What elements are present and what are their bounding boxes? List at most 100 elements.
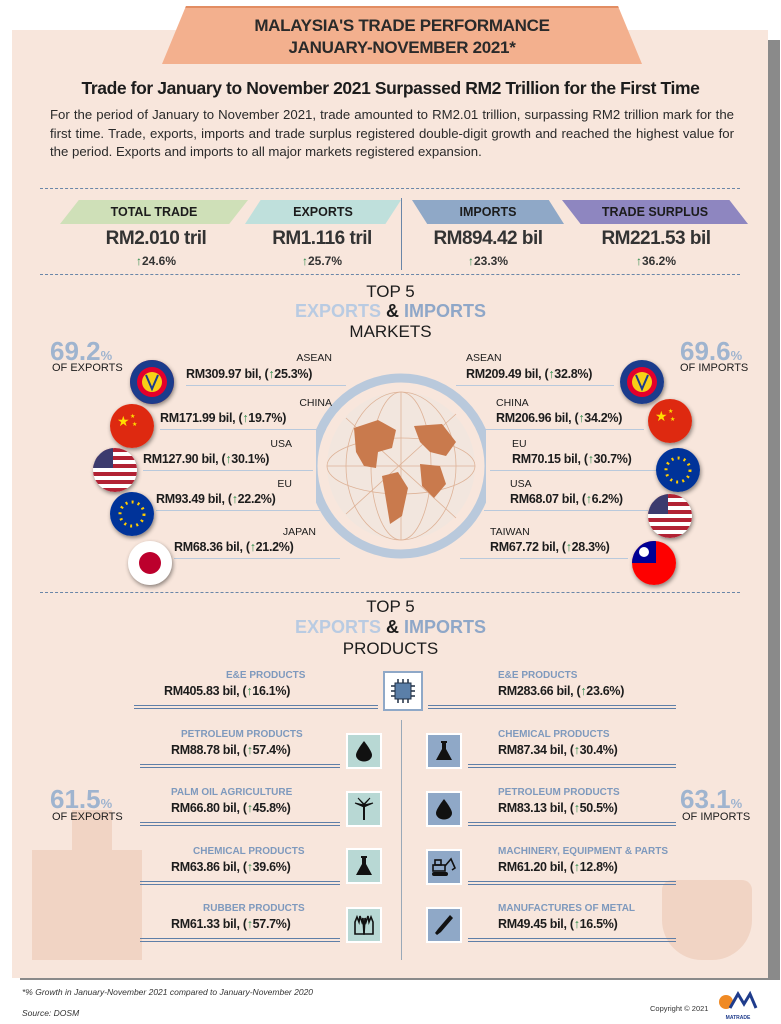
asean-flag-icon — [620, 360, 664, 404]
svg-text:★: ★ — [117, 414, 130, 430]
metal-icon — [426, 907, 462, 943]
export-product-value: RM63.86 bil, (↑39.6%) — [171, 860, 291, 874]
building-silhouette — [32, 850, 142, 960]
product-rule — [468, 881, 676, 885]
import-market-value: RM206.96 bil, (↑34.2%) — [496, 411, 623, 425]
excavator-icon — [426, 849, 462, 885]
divider — [40, 592, 740, 593]
export-product-value: RM88.78 bil, (↑57.4%) — [171, 743, 291, 757]
market-underline — [460, 551, 628, 559]
import-market-value: RM70.15 bil, (↑30.7%) — [512, 452, 632, 466]
import-market-name: USA — [510, 478, 532, 490]
svg-text:★: ★ — [132, 421, 137, 428]
intro-paragraph: For the period of January to November 20… — [50, 107, 734, 159]
kpi-tab-imports: IMPORTS — [412, 200, 564, 224]
building-silhouette-top — [72, 810, 112, 850]
products-export-share: 61.5% — [50, 784, 113, 814]
market-underline — [156, 503, 320, 511]
product-rule — [468, 822, 676, 826]
up-arrow-icon: ↑ — [635, 254, 642, 268]
products-section-bottom: PRODUCTS — [342, 639, 439, 658]
markets-section-top: TOP 5 — [366, 282, 415, 301]
products-export-share-label: OF EXPORTS — [52, 811, 123, 823]
import-product-name: PETROLEUM PRODUCTS — [498, 787, 620, 798]
import-product-value: RM49.45 bil, (↑16.5%) — [498, 917, 618, 931]
import-product-value: RM83.13 bil, (↑50.5%) — [498, 801, 618, 815]
copyright-text: Copyright © 2021 — [650, 1004, 709, 1013]
source-note: Source: DOSM — [22, 1008, 80, 1018]
kpi-tab-exports: EXPORTS — [245, 200, 401, 224]
market-underline — [456, 378, 614, 386]
market-underline — [160, 422, 326, 430]
palm-tree-icon — [346, 791, 382, 827]
export-market-name: EU — [277, 478, 292, 490]
kpi-tab-trade-surplus: TRADE SURPLUS — [562, 200, 748, 224]
export-product-value: RM66.80 bil, (↑45.8%) — [171, 801, 291, 815]
import-market-name: TAIWAN — [490, 526, 530, 538]
product-rule — [140, 881, 340, 885]
kpi-growth-trade-surplus: ↑36.2% — [635, 254, 677, 268]
market-underline — [186, 378, 346, 386]
market-underline — [174, 551, 340, 559]
asean-flag-icon — [130, 360, 174, 404]
import-product-value: RM87.34 bil, (↑30.4%) — [498, 743, 618, 757]
eu-flag-icon — [110, 492, 154, 536]
import-market-name: ASEAN — [466, 352, 502, 364]
market-underline — [484, 503, 648, 511]
product-rule — [428, 705, 676, 709]
svg-text:★: ★ — [130, 413, 135, 420]
export-market-name: USA — [270, 438, 292, 450]
product-rule — [468, 938, 676, 942]
kpi-value-imports: RM894.42 bil — [433, 228, 543, 249]
import-market-value: RM67.72 bil, (↑28.3%) — [490, 540, 610, 554]
banner-title-line1: MALAYSIA'S TRADE PERFORMANCE — [254, 16, 550, 35]
ship-silhouette — [662, 880, 752, 960]
kpi-growth-total-trade: ↑24.6% — [135, 254, 177, 268]
kpi-tab-total-trade: TOTAL TRADE — [60, 200, 248, 224]
flask-icon — [426, 733, 462, 769]
export-market-value: RM309.97 bil, (↑25.3%) — [186, 367, 313, 381]
svg-text:★: ★ — [655, 409, 668, 425]
market-underline — [143, 463, 313, 471]
products-divider — [401, 720, 402, 960]
export-product-value: RM405.83 bil, (↑16.1%) — [164, 684, 291, 698]
import-market-name: EU — [512, 438, 527, 450]
svg-text:★: ★ — [668, 408, 673, 415]
market-underline — [476, 422, 644, 430]
banner-title-line2: JANUARY-NOVEMBER 2021* — [288, 38, 516, 57]
chip-icon — [383, 671, 423, 711]
import-product-name: E&E PRODUCTS — [498, 670, 578, 681]
product-rule — [468, 764, 676, 768]
globe-icon — [316, 373, 486, 559]
products-section-top: TOP 5 — [366, 597, 415, 616]
products-section-subtitle: EXPORTS & IMPORTS — [294, 617, 487, 637]
markets-export-share-label: OF EXPORTS — [52, 362, 123, 374]
export-product-name: PALM OIL AGRICULTURE — [171, 787, 293, 798]
up-arrow-icon: ↑ — [301, 254, 308, 268]
oil-drop-icon — [426, 791, 462, 827]
footnote: *% Growth in January-November 2021 compa… — [22, 987, 314, 997]
export-product-name: E&E PRODUCTS — [226, 670, 306, 681]
kpi-value-trade-surplus: RM221.53 bil — [601, 228, 711, 249]
matrade-logo: MATRADE — [716, 990, 760, 1021]
export-market-value: RM171.99 bil, (↑19.7%) — [160, 411, 287, 425]
import-market-value: RM68.07 bil, (↑6.2%) — [510, 492, 623, 506]
export-market-value: RM93.49 bil, (↑22.2%) — [156, 492, 276, 506]
products-import-share: 63.1% — [680, 784, 743, 814]
kpi-growth-exports: ↑25.7% — [301, 254, 343, 268]
gloves-icon — [346, 907, 382, 943]
usa-flag-icon — [648, 494, 692, 538]
svg-text:★: ★ — [670, 416, 675, 423]
export-market-value: RM68.36 bil, (↑21.2%) — [174, 540, 294, 554]
product-rule — [134, 705, 378, 709]
markets-section-subtitle: EXPORTS & IMPORTS — [294, 301, 487, 321]
products-import-share-label: OF IMPORTS — [682, 811, 751, 823]
kpi-value-total-trade: RM2.010 tril — [105, 228, 207, 249]
import-market-value: RM209.49 bil, (↑32.8%) — [466, 367, 593, 381]
export-product-name: PETROLEUM PRODUCTS — [181, 729, 303, 740]
product-rule — [140, 822, 340, 826]
page-heading: Trade for January to November 2021 Surpa… — [81, 78, 700, 98]
export-product-name: CHEMICAL PRODUCTS — [193, 846, 305, 857]
kpi-growth-imports: ↑23.3% — [467, 254, 509, 268]
import-product-name: MACHINERY, EQUIPMENT & PARTS — [498, 846, 669, 857]
